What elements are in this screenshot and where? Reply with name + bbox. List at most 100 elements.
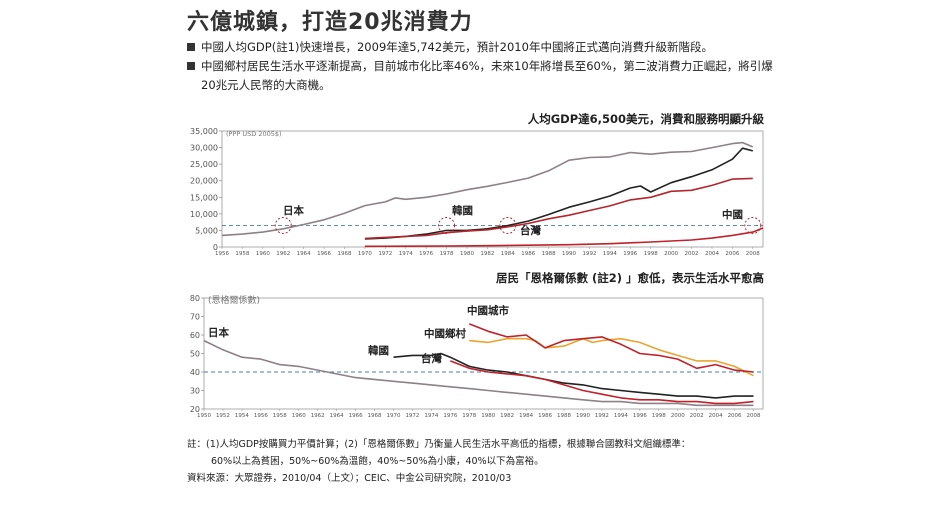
x-tick-label: 1964 <box>330 413 344 419</box>
x-tick-label: 1996 <box>623 251 637 257</box>
bullet-text: 中國人均GDP(註1)快速增長，2009年達5,742美元，預計2010年中國將… <box>201 40 713 54</box>
x-tick-label: 1976 <box>443 413 457 419</box>
x-tick-label: 1974 <box>399 251 413 257</box>
series-line-台灣 <box>450 360 754 405</box>
x-tick-label: 1972 <box>405 413 419 419</box>
series-line-日本 <box>221 141 754 237</box>
y-tick-label: 5,000 <box>195 226 218 235</box>
x-tick-label: 2008 <box>747 413 761 419</box>
series-label: 中國 <box>722 208 743 221</box>
page-title: 六億城鎮，打造20兆消費力 <box>187 10 473 35</box>
bullet-list: 中國人均GDP(註1)快速增長，2009年達5,742美元，預計2010年中國將… <box>187 38 777 95</box>
x-tick-label: 2000 <box>671 413 685 419</box>
square-bullet-icon <box>187 62 195 70</box>
series-label: 中國鄉村 <box>424 327 466 340</box>
x-tick-label: 1986 <box>521 251 535 257</box>
series-line-韓國 <box>393 352 754 399</box>
x-tick-label: 1954 <box>235 413 249 419</box>
x-tick-label: 1966 <box>317 251 331 257</box>
x-tick-label: 1998 <box>644 251 658 257</box>
x-tick-label: 2004 <box>705 251 719 257</box>
highlight-circle-marker <box>499 216 517 234</box>
plot-frame <box>221 130 764 248</box>
x-tick-label: 1950 <box>197 413 211 419</box>
y-tick-label: 35,000 <box>190 127 218 136</box>
x-tick-label: 1990 <box>562 251 576 257</box>
x-tick-label: 2002 <box>690 413 704 419</box>
x-tick-label: 1962 <box>311 413 325 419</box>
x-tick-label: 1966 <box>349 413 363 419</box>
y-tick-label: 25,000 <box>190 160 218 169</box>
x-tick-label: 1970 <box>386 413 400 419</box>
series-line-中國 <box>364 227 764 248</box>
x-tick-label: 1982 <box>500 413 514 419</box>
chart-2: 20 30 40 50 60 70 80 1950 1952 1954 1956 1958 1960 19… <box>190 294 764 419</box>
x-tick-label: 1956 <box>215 251 229 257</box>
y-tick-label: 20,000 <box>190 177 218 186</box>
unit-label: (恩格爾係數) <box>208 294 260 306</box>
x-tick-label: 1962 <box>276 251 290 257</box>
chart1-title: 人均GDP達6,500美元，消費和服務明顯升級 <box>527 112 764 126</box>
highlight-circle-marker <box>438 216 456 234</box>
x-tick-label: 1956 <box>254 413 268 419</box>
unit-label: (PPP USD 2005$) <box>226 130 282 138</box>
y-tick-label: 80 <box>190 294 200 303</box>
series-line-台灣 <box>364 177 753 240</box>
chart2-title: 居民「恩格爾係數 (註2) 」愈低，表示生活水平愈高 <box>495 271 764 285</box>
series-label: 台灣 <box>421 352 442 365</box>
x-tick-label: 1960 <box>256 251 270 257</box>
y-tick-label: 40 <box>190 368 200 377</box>
x-tick-label: 1996 <box>633 413 647 419</box>
source-line: 資料來源：大眾證券，2010/04（上文）；CEIC、中金公司研究院，2010/… <box>187 473 512 484</box>
x-tick-label: 2000 <box>664 251 678 257</box>
y-tick-label: 50 <box>190 350 200 359</box>
y-tick-label: 30 <box>190 387 200 396</box>
x-tick-label: 1982 <box>480 251 494 257</box>
x-tick-label: 1970 <box>358 251 372 257</box>
y-tick-label: 15,000 <box>190 193 218 202</box>
y-tick-label: 70 <box>190 313 200 322</box>
chart-1: 0 5,000 10,000 15,000 20,000 25,000 30,000 35,0… <box>190 127 764 257</box>
x-tick-label: 1994 <box>603 251 617 257</box>
series-label: 日本 <box>283 204 304 217</box>
x-tick-label: 1992 <box>595 413 609 419</box>
x-tick-label: 1980 <box>481 413 495 419</box>
x-tick-label: 1974 <box>424 413 438 419</box>
series-line-中國城市 <box>469 323 754 373</box>
note-line: 註：(1)人均GDP按購買力平價計算；(2)「恩格爾係數」乃衡量人民生活水平高低… <box>187 439 691 450</box>
x-tick-label: 1984 <box>501 251 515 257</box>
series-line-中國鄉村 <box>469 337 754 377</box>
x-tick-label: 1976 <box>419 251 433 257</box>
x-tick-label: 2006 <box>728 413 742 419</box>
y-tick-label: 0 <box>213 243 218 252</box>
x-tick-label: 1994 <box>614 413 628 419</box>
bullet-item: 中國鄉村居民生活水平逐漸提高，目前城市化比率46%，未來10年將增長至60%，第… <box>187 57 777 95</box>
series-line-韓國 <box>364 147 754 240</box>
x-tick-label: 1980 <box>460 251 474 257</box>
series-line-日本 <box>203 339 754 407</box>
x-tick-label: 1978 <box>440 251 454 257</box>
x-tick-label: 1972 <box>378 251 392 257</box>
bullet-item: 中國人均GDP(註1)快速增長，2009年達5,742美元，預計2010年中國將… <box>187 38 777 57</box>
footnotes: 註：(1)人均GDP按購買力平價計算；(2)「恩格爾係數」乃衡量人民生活水平高低… <box>187 436 787 487</box>
x-tick-label: 1988 <box>557 413 571 419</box>
y-tick-label: 20 <box>190 405 200 414</box>
x-tick-label: 2002 <box>685 251 699 257</box>
x-tick-label: 1968 <box>368 413 382 419</box>
highlight-circle-marker <box>274 216 292 234</box>
series-label: 韓國 <box>452 204 473 217</box>
x-tick-label: 1958 <box>235 251 249 257</box>
x-tick-label: 1998 <box>652 413 666 419</box>
x-tick-label: 1984 <box>519 413 533 419</box>
x-tick-label: 1988 <box>542 251 556 257</box>
y-tick-label: 30,000 <box>190 144 218 153</box>
bullet-text: 中國鄉村居民生活水平逐漸提高，目前城市化比率46%，未來10年將增長至60%，第… <box>201 59 773 92</box>
x-tick-label: 1952 <box>216 413 230 419</box>
note-line: 60%以上為貧困，50%~60%為溫飽，40%~50%為小康，40%以下為富裕。 <box>211 456 544 467</box>
x-tick-label: 1964 <box>297 251 311 257</box>
x-tick-label: 1968 <box>337 251 351 257</box>
x-tick-label: 1958 <box>273 413 287 419</box>
series-label: 中國城市 <box>467 304 509 317</box>
x-tick-label: 2006 <box>725 251 739 257</box>
